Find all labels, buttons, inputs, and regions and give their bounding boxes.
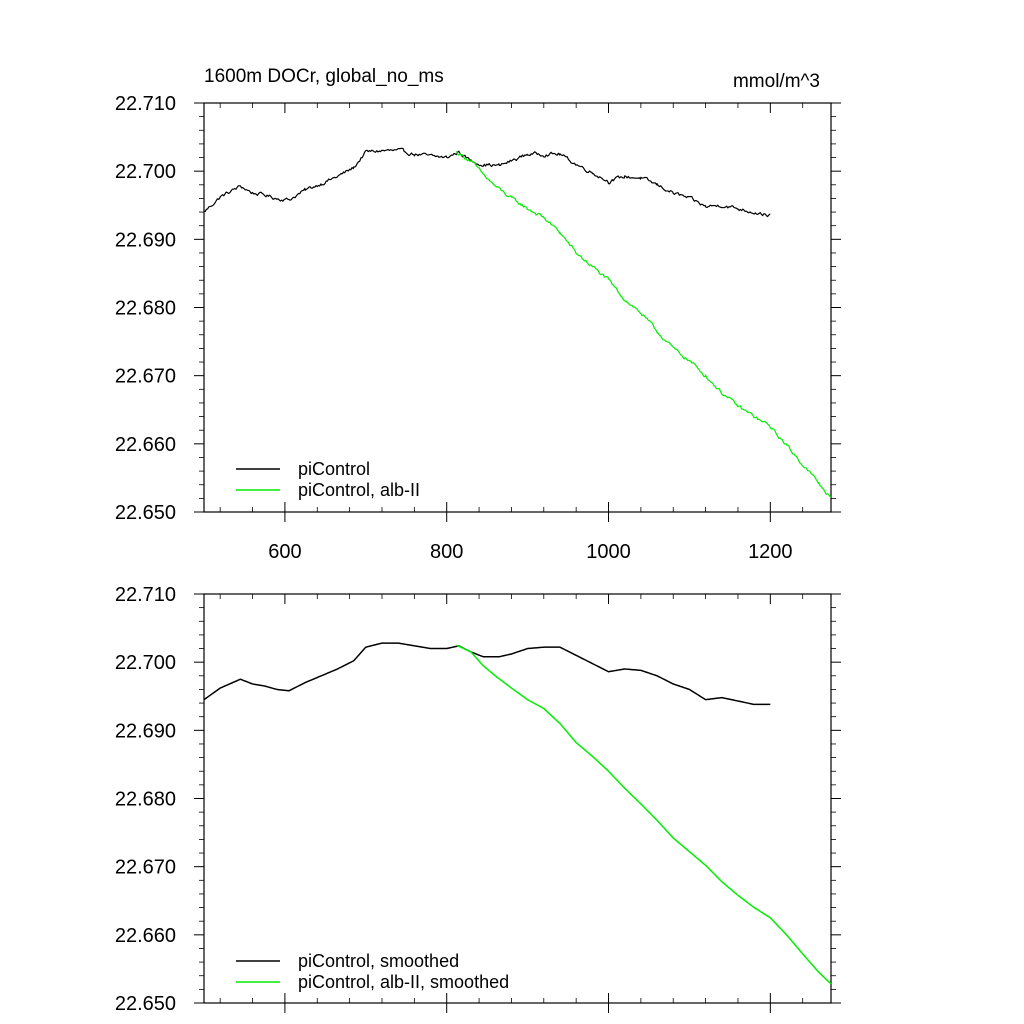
top-panel: 1600m DOCr, global_no_ms mmol/m^3 600 800… <box>115 66 841 563</box>
series-line <box>203 147 771 218</box>
x-tick-label: 600 <box>268 541 301 563</box>
x-tick-label: 1200 <box>748 541 793 563</box>
plot-frame <box>203 593 832 1004</box>
series-line <box>456 644 832 985</box>
y-tick-label: 22.680 <box>115 789 176 811</box>
plot-frame <box>203 102 832 513</box>
y-tick-label: 22.680 <box>115 298 176 320</box>
series-line <box>455 151 832 498</box>
y-tick-label: 22.700 <box>115 652 176 674</box>
y-tick-label: 22.670 <box>115 857 176 879</box>
y-tick-label: 22.710 <box>115 93 176 115</box>
y-tick-label: 22.710 <box>115 584 176 606</box>
y-tick-label: 22.700 <box>115 161 176 183</box>
legend-label: piControl <box>298 459 370 479</box>
chart-title: 1600m DOCr, global_no_ms <box>204 66 444 87</box>
y-tick-label: 22.670 <box>115 366 176 388</box>
bottom-panel: 22.650 22.660 22.670 22.680 22.690 22.700 22.7… <box>115 584 841 1015</box>
y-tick-label: 22.650 <box>115 502 176 524</box>
legend-label: piControl, alb-II <box>298 480 420 500</box>
y-tick-label: 22.690 <box>115 229 176 251</box>
x-tick-label: 1000 <box>586 541 631 563</box>
series-line <box>203 642 771 706</box>
units-label: mmol/m^3 <box>733 71 820 92</box>
y-tick-label: 22.650 <box>115 993 176 1015</box>
y-tick-label: 22.660 <box>115 434 176 456</box>
legend-label: piControl, alb-II, smoothed <box>298 972 509 992</box>
legend-label: piControl, smoothed <box>298 951 459 971</box>
y-tick-label: 22.660 <box>115 925 176 947</box>
x-tick-label: 800 <box>430 541 463 563</box>
y-tick-label: 22.690 <box>115 720 176 742</box>
